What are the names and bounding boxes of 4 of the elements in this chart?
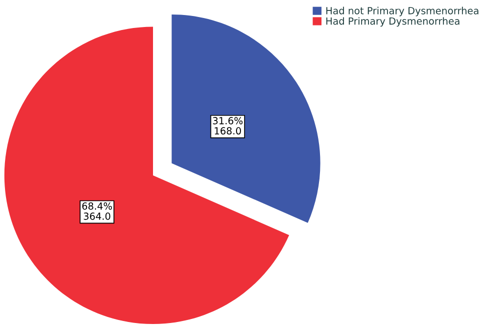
legend-label: Had not Primary Dysmenorrhea	[326, 6, 478, 16]
legend-label: Had Primary Dysmenorrhea	[326, 17, 460, 27]
data-label: 31.6% 168.0	[212, 117, 243, 135]
data-label: 68.4% 364.0	[82, 202, 112, 220]
